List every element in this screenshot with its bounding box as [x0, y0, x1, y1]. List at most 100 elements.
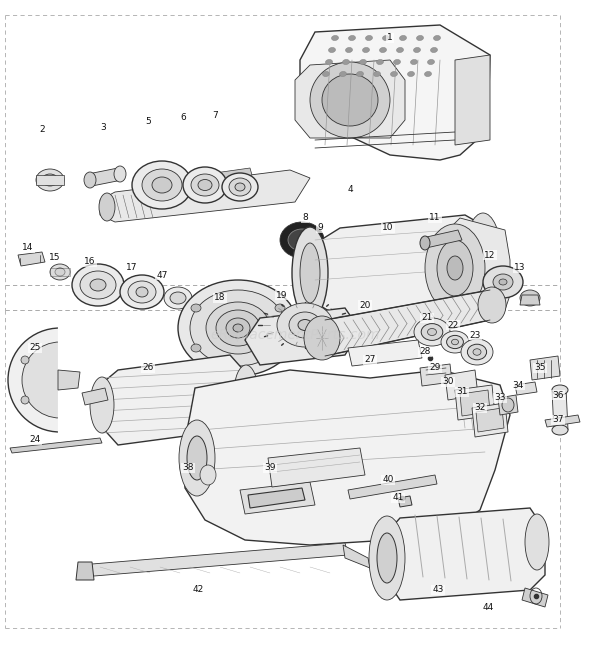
Ellipse shape [313, 239, 337, 257]
Text: 35: 35 [535, 364, 546, 373]
Polygon shape [244, 378, 270, 394]
Polygon shape [80, 543, 348, 577]
Ellipse shape [8, 328, 112, 432]
Ellipse shape [428, 329, 437, 336]
Ellipse shape [280, 222, 324, 258]
Ellipse shape [198, 179, 212, 191]
Polygon shape [348, 475, 437, 499]
Text: 22: 22 [447, 321, 458, 329]
Polygon shape [545, 415, 580, 427]
Polygon shape [248, 488, 305, 508]
Text: 23: 23 [469, 330, 481, 340]
Ellipse shape [552, 385, 568, 395]
Ellipse shape [366, 36, 372, 41]
Ellipse shape [120, 275, 164, 309]
Text: 12: 12 [484, 251, 496, 259]
Ellipse shape [235, 183, 245, 191]
Ellipse shape [349, 36, 356, 41]
Ellipse shape [36, 169, 64, 191]
Ellipse shape [277, 303, 333, 347]
Text: 37: 37 [552, 415, 564, 424]
Ellipse shape [298, 319, 312, 330]
Ellipse shape [304, 316, 340, 360]
Polygon shape [88, 168, 122, 186]
Polygon shape [76, 562, 94, 580]
Ellipse shape [377, 533, 397, 583]
Ellipse shape [226, 318, 250, 338]
Polygon shape [385, 508, 545, 600]
Ellipse shape [473, 349, 481, 355]
Ellipse shape [421, 323, 443, 340]
Ellipse shape [152, 177, 172, 193]
Ellipse shape [465, 213, 501, 297]
Ellipse shape [128, 281, 156, 303]
Polygon shape [343, 545, 370, 568]
Ellipse shape [200, 465, 216, 485]
Text: 17: 17 [126, 264, 137, 273]
Ellipse shape [447, 256, 463, 280]
Polygon shape [398, 496, 412, 507]
Ellipse shape [164, 287, 192, 309]
Ellipse shape [233, 324, 243, 332]
Ellipse shape [414, 47, 421, 52]
Ellipse shape [72, 264, 124, 306]
Text: 7: 7 [212, 111, 218, 119]
Ellipse shape [323, 71, 329, 76]
Ellipse shape [310, 62, 390, 138]
Ellipse shape [399, 36, 407, 41]
Ellipse shape [275, 304, 285, 312]
Ellipse shape [300, 243, 320, 303]
Ellipse shape [292, 227, 328, 319]
Ellipse shape [332, 36, 339, 41]
Ellipse shape [234, 365, 258, 421]
Text: 42: 42 [192, 586, 204, 594]
Polygon shape [100, 170, 310, 222]
Ellipse shape [369, 516, 405, 600]
Text: 40: 40 [382, 476, 394, 485]
Ellipse shape [99, 193, 115, 221]
Text: 18: 18 [214, 294, 226, 303]
Polygon shape [440, 218, 510, 320]
Polygon shape [245, 308, 360, 365]
Ellipse shape [417, 36, 424, 41]
Text: 16: 16 [84, 257, 96, 266]
Text: 5: 5 [145, 117, 151, 126]
Text: 9: 9 [317, 224, 323, 233]
Ellipse shape [391, 71, 398, 76]
Ellipse shape [55, 268, 65, 276]
Ellipse shape [499, 279, 507, 285]
Ellipse shape [408, 71, 415, 76]
Ellipse shape [206, 302, 270, 354]
Ellipse shape [502, 398, 514, 412]
Text: 24: 24 [30, 435, 41, 445]
Ellipse shape [183, 167, 227, 203]
Polygon shape [348, 340, 422, 366]
Ellipse shape [80, 271, 116, 299]
Text: eReplacementParts.com: eReplacementParts.com [210, 328, 380, 342]
Text: 28: 28 [419, 347, 431, 356]
Ellipse shape [170, 292, 186, 304]
Text: 8: 8 [302, 213, 308, 222]
Text: 13: 13 [514, 264, 526, 273]
Ellipse shape [275, 344, 285, 352]
Ellipse shape [428, 60, 434, 65]
Ellipse shape [525, 514, 549, 570]
Text: 33: 33 [494, 393, 506, 402]
Polygon shape [100, 355, 248, 445]
Ellipse shape [22, 342, 98, 418]
Ellipse shape [373, 71, 381, 76]
Ellipse shape [493, 274, 513, 290]
Ellipse shape [322, 74, 378, 126]
Polygon shape [36, 175, 64, 185]
Text: 26: 26 [142, 364, 153, 373]
Ellipse shape [343, 60, 349, 65]
Ellipse shape [425, 224, 485, 312]
Polygon shape [476, 408, 504, 432]
Text: 44: 44 [483, 603, 494, 612]
Ellipse shape [132, 161, 192, 209]
Ellipse shape [447, 336, 463, 349]
Text: 15: 15 [49, 253, 61, 262]
Polygon shape [183, 370, 510, 545]
Ellipse shape [84, 172, 96, 188]
Ellipse shape [326, 60, 333, 65]
